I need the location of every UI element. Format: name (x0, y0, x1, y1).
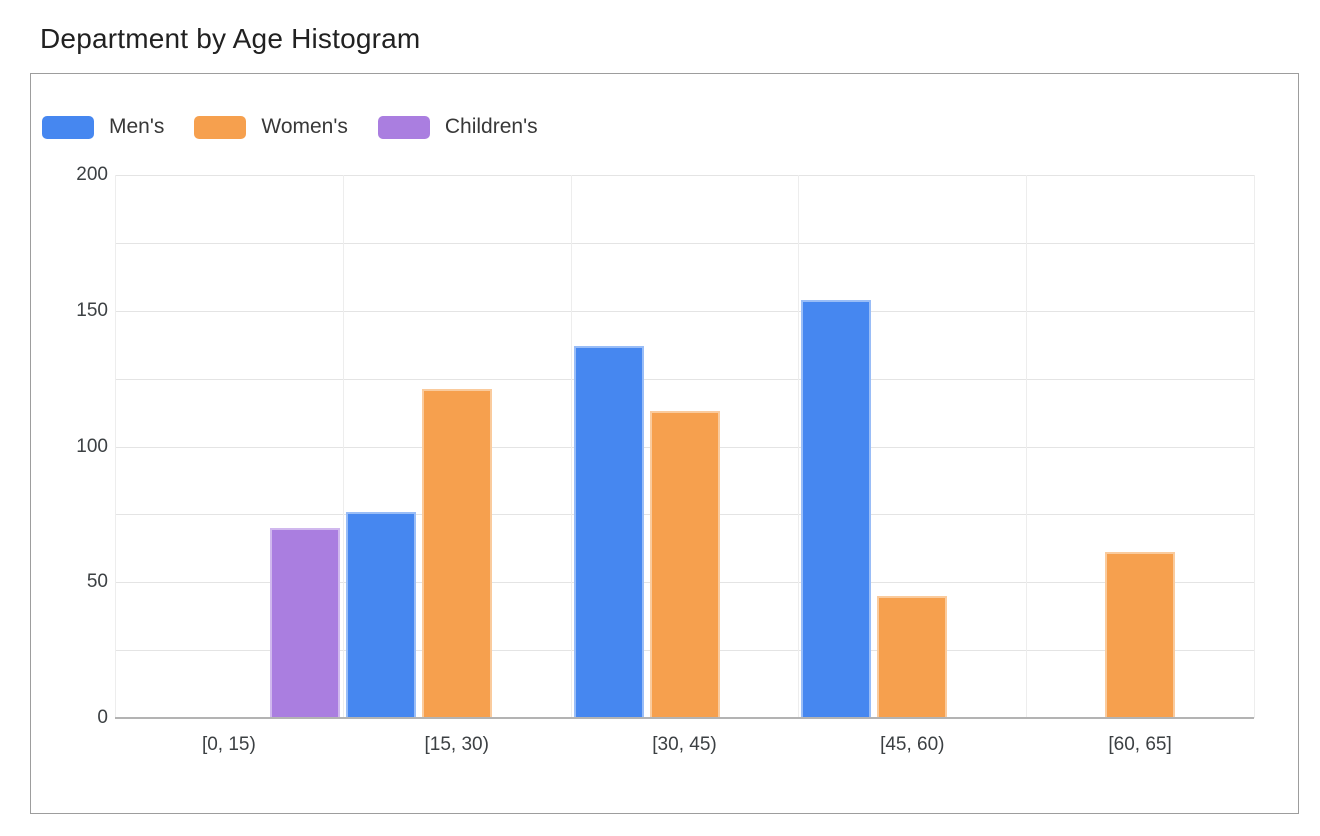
bar-women-s-30-45[interactable] (649, 411, 720, 718)
bar-men-s-45-60[interactable] (801, 299, 872, 718)
gridline-x-0 (115, 175, 116, 718)
bar-women-s-45-60[interactable] (877, 595, 948, 718)
legend-swatch-children-s (377, 115, 430, 139)
y-axis-label-150: 150 (76, 299, 108, 321)
gridline-y-175 (115, 242, 1254, 244)
bar-men-s-30-45[interactable] (573, 346, 644, 718)
legend-label-children-s: Children's (444, 115, 538, 138)
x-axis-baseline (115, 717, 1254, 719)
y-axis-label-50: 50 (86, 571, 108, 593)
bar-women-s-60-65[interactable] (1105, 552, 1176, 718)
y-axis-label-100: 100 (76, 435, 108, 457)
legend-label-men-s: Men's (109, 115, 165, 138)
legend-item-men-s[interactable]: Men's (42, 115, 164, 139)
chart-legend: Men's Women's Children's (42, 115, 538, 139)
legend-label-women-s: Women's (261, 115, 348, 138)
legend-swatch-men-s (42, 115, 94, 139)
gridline-x-3 (798, 175, 800, 718)
x-axis-label-15-30: [15, 30) (424, 734, 489, 755)
x-axis-label-60-65: [60, 65] (1108, 734, 1172, 755)
x-axis-label-30-45: [30, 45) (652, 734, 717, 755)
y-axis-label-0: 0 (97, 707, 108, 728)
x-axis-label-0-15: [0, 15) (201, 734, 256, 755)
legend-item-women-s[interactable]: Women's (194, 115, 348, 139)
gridline-y-125 (115, 378, 1254, 380)
gridline-y-150 (115, 310, 1254, 312)
bar-women-s-15-30[interactable] (421, 389, 492, 718)
legend-item-children-s[interactable]: Children's (377, 115, 538, 139)
y-axis-label-200: 200 (76, 164, 108, 185)
gridline-x-2 (570, 175, 572, 718)
bar-children-s-0-15[interactable] (269, 527, 340, 718)
gridline-x-1 (342, 175, 344, 718)
chart-title: Department by Age Histogram (40, 23, 421, 54)
gridline-y-200 (115, 175, 1254, 176)
bar-men-s-15-30[interactable] (345, 511, 416, 718)
gridline-x-5 (1254, 175, 1255, 718)
x-axis-label-45-60: [45, 60) (880, 734, 945, 755)
legend-swatch-women-s (194, 115, 247, 139)
gridline-x-4 (1026, 175, 1028, 718)
